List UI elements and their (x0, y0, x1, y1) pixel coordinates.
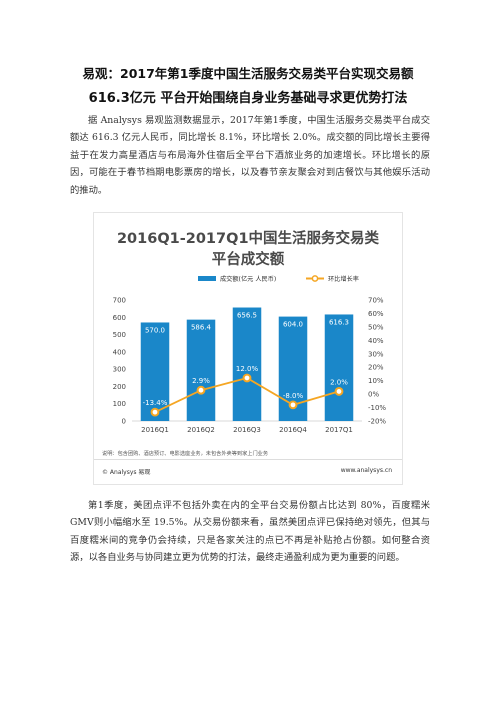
y-right-tick-label: 70% (368, 297, 384, 305)
y-right-tick-label: 40% (368, 337, 384, 345)
bar-value-label: 656.5 (237, 312, 257, 320)
y-right-tick-label: -10% (368, 404, 386, 412)
x-tick-label: 2016Q4 (279, 426, 307, 434)
y-left-tick-label: 600 (113, 314, 126, 322)
y-left-tick-label: 300 (113, 366, 126, 374)
growth-rate-point (150, 407, 160, 417)
y-left-tick-label: 500 (113, 331, 126, 339)
y-left-tick-label: 0 (122, 418, 126, 426)
bar-value-label: 616.3 (329, 318, 349, 326)
growth-rate-label: -13.4% (143, 399, 168, 407)
growth-rate-point (334, 387, 344, 396)
bar-value-label: 570.0 (145, 326, 165, 334)
y-left-tick-label: 700 (113, 297, 126, 305)
y-right-tick-label: 50% (368, 323, 384, 331)
analysys-website: www.analysys.cn (340, 467, 392, 474)
chart-title-line2: 平台成交额 (211, 252, 285, 268)
bar (140, 322, 170, 421)
legend-line-label: 环比增长率 (328, 275, 359, 283)
growth-rate-label: 2.0% (330, 378, 348, 386)
article-title-line1: 易观：2017年第1季度中国生活服务交易类平台实现交易额 (82, 66, 414, 81)
bar-value-label: 586.4 (191, 324, 212, 332)
article-title-line2: 616.3亿元 平台开始围绕自身业务基础寻求更优势打法 (88, 91, 408, 106)
y-right-tick-label: 0% (368, 391, 379, 399)
paragraph-intro: 据 Analysys 易观监测数据显示，2017年第1季度，中国生活服务交易类平… (70, 115, 430, 196)
y-left-tick-label: 100 (113, 400, 126, 408)
y-right-tick-label: 10% (368, 377, 384, 385)
bar (232, 307, 262, 421)
bar (324, 314, 354, 421)
y-right-tick-label: -20% (368, 418, 386, 426)
legend-line-marker (311, 275, 319, 282)
x-tick-label: 2016Q3 (233, 426, 261, 434)
chart-footer-divider (94, 459, 402, 460)
y-right-tick-label: 20% (368, 364, 384, 372)
y-right-tick-label: 60% (368, 310, 384, 318)
growth-rate-point (242, 373, 252, 383)
chart-figure: 2016Q1-2017Q1中国生活服务交易类 平台成交额 成交额(亿元 人民币)… (93, 212, 403, 485)
chart-title-line1: 2016Q1-2017Q1中国生活服务交易类 (116, 231, 380, 247)
bar-value-label: 604.0 (283, 321, 303, 329)
x-tick-label: 2017Q1 (325, 426, 353, 434)
bar (186, 319, 216, 421)
growth-rate-label: 2.9% (192, 377, 210, 385)
y-left-tick-label: 400 (113, 348, 126, 356)
legend-bar-swatch (198, 276, 216, 281)
growth-rate-point (288, 400, 298, 410)
chart-note: 说明：包含团购、酒店预订、电影选座业务，未包含外卖等到家上门业务 (102, 451, 269, 457)
y-left-tick-label: 200 (113, 383, 126, 391)
growth-rate-label: -8.0% (283, 392, 304, 400)
paragraph-market-share: 第1季度，美团点评不包括外卖在内的全平台交易份额占比达到 80%，百度糯米GMV… (70, 500, 430, 564)
y-right-tick-label: 30% (368, 350, 384, 358)
x-tick-label: 2016Q1 (141, 426, 169, 434)
chart-svg: 成交额(亿元 人民币) 环比增长率 0 100 200 300 400 500 600 700 -2… (113, 275, 387, 434)
legend-bar-label: 成交额(亿元 人民币) (220, 275, 276, 283)
growth-rate-label: 12.0% (236, 365, 259, 373)
growth-rate-point (196, 385, 206, 395)
analysys-logo: © Analysys 易观 (102, 469, 151, 476)
x-tick-label: 2016Q2 (187, 426, 215, 434)
